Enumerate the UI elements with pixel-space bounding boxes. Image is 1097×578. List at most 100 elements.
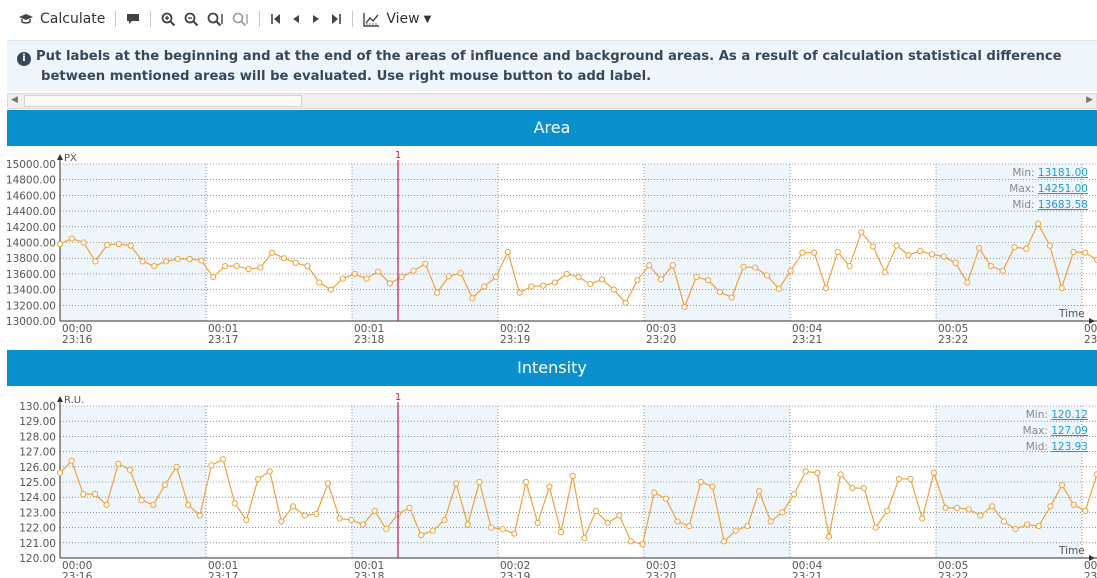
data-point bbox=[422, 260, 429, 267]
x-tick-clock-label: 23:18 bbox=[354, 571, 384, 578]
next-icon bbox=[310, 13, 322, 25]
data-point bbox=[686, 522, 693, 530]
data-point bbox=[410, 267, 417, 274]
data-point bbox=[511, 530, 518, 537]
data-point bbox=[952, 259, 959, 267]
data-point bbox=[304, 262, 311, 270]
stat-min: Min: 120.12 bbox=[1026, 409, 1088, 421]
data-point bbox=[622, 299, 629, 307]
area-panel-header: Area bbox=[7, 110, 1097, 146]
view-menu-button[interactable]: View ▼ bbox=[359, 7, 435, 31]
data-point bbox=[198, 257, 205, 264]
data-point bbox=[697, 478, 704, 486]
data-point bbox=[721, 538, 728, 545]
data-point bbox=[592, 507, 600, 514]
zoom-out-button[interactable] bbox=[180, 7, 203, 31]
data-point bbox=[173, 463, 180, 470]
data-point bbox=[1093, 471, 1097, 478]
intensity-panel-header: Intensity bbox=[7, 350, 1097, 386]
y-tick-label: 14200.00 bbox=[6, 222, 56, 234]
data-point bbox=[1011, 244, 1018, 251]
info-line-2: between mentioned areas will be evaluate… bbox=[41, 69, 652, 84]
calculate-button[interactable]: Calculate bbox=[14, 7, 109, 31]
label-marker-number: 1 bbox=[395, 150, 401, 161]
data-point bbox=[161, 481, 168, 489]
x-tick-clock-label: 23:19 bbox=[500, 571, 530, 578]
stat-mid: Mid: 123.93 bbox=[1026, 441, 1088, 453]
data-point bbox=[870, 243, 877, 250]
data-point bbox=[1034, 220, 1042, 227]
data-point bbox=[453, 480, 460, 487]
x-tick-label: 00:04 bbox=[792, 323, 823, 335]
data-point bbox=[930, 469, 937, 476]
data-point bbox=[837, 471, 844, 478]
x-tick-clock-label: 23:23 bbox=[1084, 571, 1097, 578]
data-point bbox=[126, 466, 134, 473]
data-point bbox=[732, 527, 739, 534]
data-point bbox=[91, 491, 99, 498]
data-point bbox=[1047, 503, 1054, 510]
data-point bbox=[56, 240, 64, 248]
next-button[interactable] bbox=[306, 7, 326, 31]
info-line-1: Put labels at the beginning and at the e… bbox=[36, 49, 1062, 64]
data-point bbox=[210, 273, 217, 281]
data-point bbox=[651, 489, 658, 496]
toolbar-divider bbox=[259, 11, 261, 27]
data-point bbox=[231, 500, 238, 507]
x-tick-clock-label: 23:23 bbox=[1084, 334, 1097, 346]
data-point bbox=[872, 524, 879, 531]
scroll-left-icon[interactable]: ◀ bbox=[11, 95, 18, 105]
y-tick-label: 128.00 bbox=[19, 431, 56, 443]
x-axis-label: Time bbox=[1058, 545, 1085, 557]
data-point bbox=[522, 478, 530, 486]
x-tick-label: 00:01 bbox=[354, 323, 384, 335]
zoom-reset-button[interactable] bbox=[228, 7, 253, 31]
x-tick-clock-label: 23:18 bbox=[354, 334, 384, 346]
data-point bbox=[115, 460, 122, 467]
chart-icon bbox=[363, 12, 380, 27]
y-tick-label: 13800.00 bbox=[6, 253, 56, 265]
data-point bbox=[849, 484, 856, 492]
data-point bbox=[540, 282, 547, 289]
data-point bbox=[1093, 256, 1097, 263]
data-point bbox=[814, 469, 821, 476]
y-tick-label: 123.00 bbox=[19, 507, 56, 519]
data-point bbox=[324, 480, 332, 487]
y-axis-arrow bbox=[57, 396, 63, 402]
x-tick-label: 00:04 bbox=[792, 560, 823, 572]
x-tick-clock-label: 23:20 bbox=[646, 571, 676, 578]
zoom-out-icon bbox=[184, 12, 199, 27]
scrollbar-thumb[interactable] bbox=[24, 95, 302, 107]
intensity-chart[interactable]: 120.00 121.00 122.00 123.00 124.00 125.00 126.… bbox=[0, 386, 1097, 578]
data-point bbox=[634, 277, 641, 284]
data-point bbox=[999, 267, 1006, 274]
data-point bbox=[1070, 248, 1077, 256]
horizontal-scrollbar[interactable]: ◀ ▶ bbox=[7, 93, 1097, 109]
x-tick-clock-label: 23:21 bbox=[792, 571, 822, 578]
y-axis-arrow bbox=[57, 154, 63, 160]
add-comment-button[interactable] bbox=[122, 7, 144, 31]
prev-button[interactable] bbox=[286, 7, 306, 31]
scroll-right-icon[interactable]: ▶ bbox=[1086, 95, 1093, 105]
y-tick-label: 13000.00 bbox=[6, 316, 56, 328]
zoom-in-button[interactable] bbox=[157, 7, 180, 31]
data-point bbox=[858, 229, 865, 236]
data-point bbox=[292, 259, 299, 267]
data-point bbox=[662, 495, 669, 502]
data-point bbox=[917, 248, 924, 255]
data-point bbox=[716, 288, 724, 296]
last-button[interactable] bbox=[326, 7, 346, 31]
data-point bbox=[646, 262, 653, 269]
area-chart[interactable]: 13000.00 13200.00 13400.00 13600.00 13800.00… bbox=[0, 146, 1097, 346]
data-point bbox=[822, 284, 830, 292]
y-tick-label: 120.00 bbox=[19, 553, 56, 565]
data-point bbox=[301, 512, 308, 519]
data-point bbox=[942, 504, 949, 511]
y-tick-label: 13600.00 bbox=[6, 269, 56, 281]
zoom-fit-button[interactable] bbox=[203, 7, 228, 31]
x-tick-clock-label: 23:22 bbox=[938, 334, 968, 346]
first-button[interactable] bbox=[266, 7, 286, 31]
data-point bbox=[954, 504, 961, 511]
data-point bbox=[604, 519, 611, 527]
stat-max: Max: 127.09 bbox=[1023, 425, 1088, 437]
